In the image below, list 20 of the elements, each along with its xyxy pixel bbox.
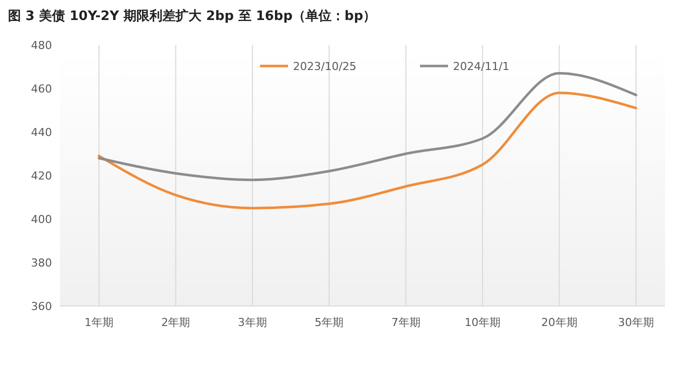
y-tick-label: 380 bbox=[31, 256, 52, 270]
x-tick-label: 7年期 bbox=[391, 316, 420, 329]
x-tick-label: 3年期 bbox=[238, 316, 267, 329]
x-tick-label: 10年期 bbox=[464, 316, 501, 329]
chart-title: 图 3 美债 10Y-2Y 期限利差扩大 2bp 至 16bp（单位：bp） bbox=[8, 8, 376, 24]
legend-label: 2023/10/25 bbox=[293, 60, 356, 73]
y-tick-label: 480 bbox=[31, 38, 52, 52]
x-tick-label: 5年期 bbox=[314, 316, 344, 329]
y-tick-label: 360 bbox=[31, 300, 52, 313]
y-tick-label: 420 bbox=[31, 169, 52, 182]
legend-label: 2024/11/1 bbox=[453, 60, 510, 73]
y-tick-label: 440 bbox=[31, 126, 52, 139]
x-tick-label: 20年期 bbox=[541, 316, 578, 329]
line-series bbox=[98, 92, 638, 210]
x-tick-label: 30年期 bbox=[618, 316, 654, 329]
y-tick-label: 460 bbox=[31, 82, 52, 96]
line-series bbox=[98, 72, 638, 182]
y-tick-label: 400 bbox=[31, 212, 52, 226]
x-tick-label: 2年期 bbox=[161, 316, 190, 329]
x-tick-label: 1年期 bbox=[84, 316, 114, 329]
